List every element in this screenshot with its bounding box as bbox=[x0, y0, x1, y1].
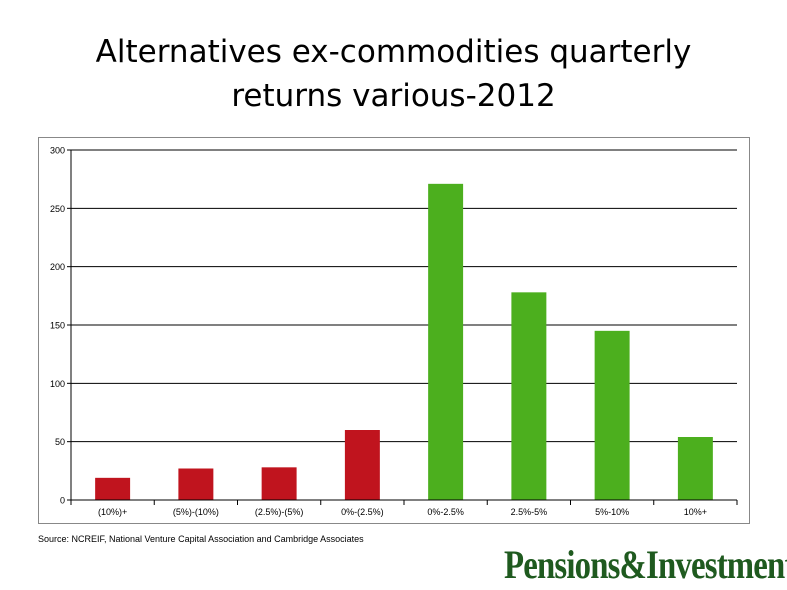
bar-8 bbox=[677, 437, 713, 500]
x-tick-label: 0%-(2.5%) bbox=[341, 507, 384, 517]
y-tick-label: 150 bbox=[50, 321, 65, 331]
title-line-2: returns various-2012 bbox=[231, 78, 556, 114]
bar-1 bbox=[95, 477, 131, 500]
y-tick-label: 0 bbox=[60, 496, 65, 506]
pensions-investments-logo: Pensions&Investments bbox=[504, 542, 787, 587]
x-tick-label: (10%)+ bbox=[98, 507, 127, 517]
x-tick-label: 0%-2.5% bbox=[427, 507, 464, 517]
bar-6 bbox=[511, 292, 547, 500]
bar-2 bbox=[178, 468, 214, 500]
bar-chart: 0 50 100 150 200 250 300 (10%)+ (5%)-(10%) (2.5%)… bbox=[50, 146, 738, 517]
source-note: Source: NCREIF, National Venture Capital… bbox=[38, 534, 364, 544]
bar-5 bbox=[428, 183, 464, 501]
y-tick-label: 250 bbox=[50, 204, 65, 214]
x-tick-label: (5%)-(10%) bbox=[173, 507, 219, 517]
bar-3 bbox=[261, 467, 297, 500]
bar-7 bbox=[594, 330, 630, 500]
chart-title: Alternatives ex-commodities quarterly re… bbox=[0, 30, 787, 118]
y-tick-label: 100 bbox=[50, 379, 65, 389]
chart-frame: 0 50 100 150 200 250 300 (10%)+ (5%)-(10%) (2.5%)… bbox=[38, 137, 750, 524]
bar-4 bbox=[344, 430, 380, 500]
x-tick-label: 2.5%-5% bbox=[511, 507, 548, 517]
y-tick-label: 50 bbox=[55, 437, 65, 447]
x-tick-label: 10%+ bbox=[684, 507, 707, 517]
x-tick-label: 5%-10% bbox=[595, 507, 629, 517]
y-tick-label: 300 bbox=[50, 146, 65, 156]
y-tick-label: 200 bbox=[50, 262, 65, 272]
title-line-1: Alternatives ex-commodities quarterly bbox=[95, 34, 692, 70]
x-tick-label: (2.5%)-(5%) bbox=[255, 507, 304, 517]
